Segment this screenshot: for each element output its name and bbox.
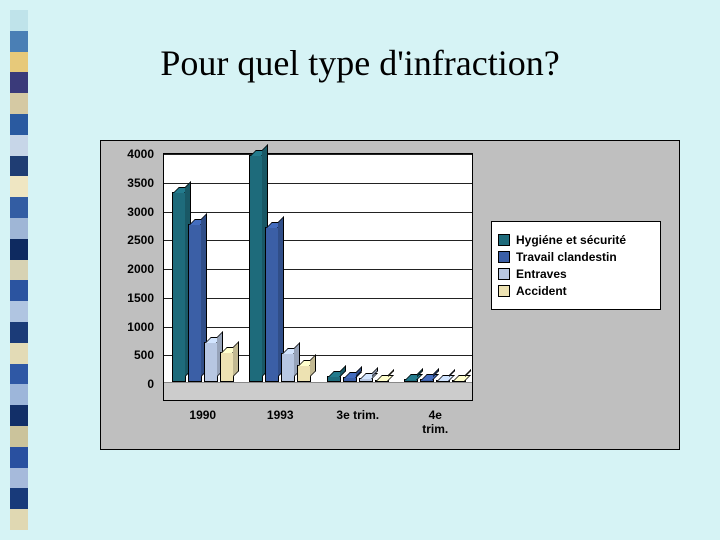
legend-swatch: [498, 234, 510, 246]
legend-item: Travail clandestin: [498, 250, 654, 264]
y-tick-label: 2000: [127, 262, 158, 276]
page-title: Pour quel type d'infraction?: [0, 42, 720, 84]
legend-swatch: [498, 268, 510, 280]
legend-label: Hygiéne et sécurité: [516, 233, 626, 247]
strip-segment: [10, 239, 28, 260]
strip-segment: [10, 260, 28, 281]
bar: [343, 377, 357, 382]
strip-segment: [10, 280, 28, 301]
y-tick-label: 3000: [127, 205, 158, 219]
bar: [436, 380, 450, 382]
strip-segment: [10, 197, 28, 218]
bar: [359, 378, 373, 382]
strip-segment: [10, 135, 28, 156]
strip-segment: [10, 301, 28, 322]
strip-segment: [10, 10, 28, 31]
strip-segment: [10, 218, 28, 239]
strip-segment: [10, 447, 28, 468]
strip-segment: [10, 176, 28, 197]
strip-segment: [10, 509, 28, 530]
y-tick-label: 1000: [127, 320, 158, 334]
y-tick-label: 1500: [127, 291, 158, 305]
chart-floor: [164, 382, 472, 400]
legend-item: Hygiéne et sécurité: [498, 233, 654, 247]
legend-swatch: [498, 285, 510, 297]
chart-bars: [164, 154, 472, 382]
strip-segment: [10, 468, 28, 489]
strip-segment: [10, 156, 28, 177]
strip-segment: [10, 322, 28, 343]
legend-label: Accident: [516, 284, 567, 298]
strip-segment: [10, 93, 28, 114]
y-tick-label: 4000: [127, 147, 158, 161]
y-tick-label: 2500: [127, 233, 158, 247]
strip-segment: [10, 364, 28, 385]
bar: [404, 379, 418, 382]
legend-label: Entraves: [516, 267, 567, 281]
bar: [297, 365, 311, 382]
bar: [420, 379, 434, 382]
x-tick-label: 4e trim.: [417, 408, 454, 436]
bar: [452, 380, 466, 382]
strip-segment: [10, 114, 28, 135]
strip-segment: [10, 343, 28, 364]
strip-segment: [10, 405, 28, 426]
y-tick-label: 3500: [127, 176, 158, 190]
bar: [220, 352, 234, 382]
strip-segment: [10, 384, 28, 405]
strip-segment: [10, 426, 28, 447]
bar: [188, 224, 202, 382]
legend-item: Entraves: [498, 267, 654, 281]
bar: [265, 227, 279, 382]
x-tick-label: 3e trim.: [336, 408, 379, 422]
x-tick-label: 1993: [267, 408, 294, 422]
chart-plot-area: 0500100015002000250030003500400019901993…: [163, 153, 473, 401]
bar: [327, 376, 341, 382]
y-tick-label: 0: [147, 377, 158, 391]
bar: [249, 155, 263, 382]
strip-segment: [10, 488, 28, 509]
y-tick-label: 500: [134, 348, 158, 362]
legend-swatch: [498, 251, 510, 263]
x-tick-label: 1990: [189, 408, 216, 422]
legend-item: Accident: [498, 284, 654, 298]
legend-label: Travail clandestin: [516, 250, 617, 264]
bar: [172, 192, 186, 382]
decorative-left-strip: [10, 10, 28, 530]
chart-panel: 0 500 1000 1500 2000 2500 3000 3500 4000 1990 1993…: [100, 140, 680, 450]
bar: [281, 353, 295, 382]
chart-legend: Hygiéne et sécurité Travail clandestin Ent…: [491, 221, 661, 310]
bar: [204, 342, 218, 382]
bar: [375, 380, 389, 382]
